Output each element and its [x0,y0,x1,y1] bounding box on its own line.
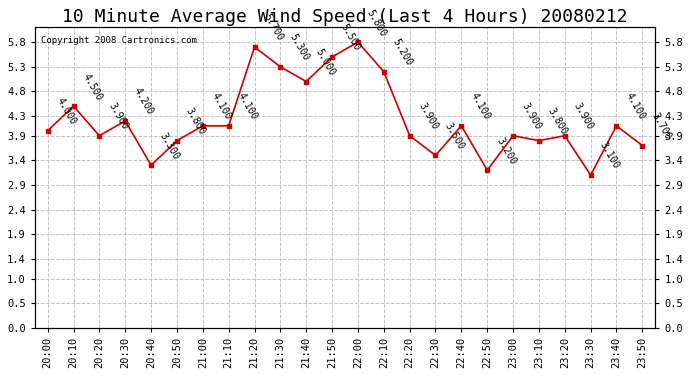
Text: 5.500: 5.500 [339,22,362,53]
Text: Copyright 2008 Cartronics.com: Copyright 2008 Cartronics.com [41,36,197,45]
Text: 5.200: 5.200 [391,37,414,68]
Text: 3.700: 3.700 [649,111,673,141]
Text: 5.700: 5.700 [262,12,285,43]
Text: 4.200: 4.200 [132,86,155,117]
Text: 3.900: 3.900 [520,101,543,132]
Text: 3.300: 3.300 [158,130,181,161]
Text: 5.300: 5.300 [287,32,310,63]
Text: 3.900: 3.900 [572,101,595,132]
Title: 10 Minute Average Wind Speed (Last 4 Hours) 20080212: 10 Minute Average Wind Speed (Last 4 Hou… [62,8,628,26]
Text: 3.100: 3.100 [598,141,621,171]
Text: 3.900: 3.900 [106,101,130,132]
Text: 3.500: 3.500 [442,121,466,151]
Text: 3.200: 3.200 [494,136,518,166]
Text: 4.100: 4.100 [624,91,647,122]
Text: 4.100: 4.100 [210,91,233,122]
Text: 5.000: 5.000 [313,47,337,77]
Text: 5.800: 5.800 [365,8,388,38]
Text: 3.800: 3.800 [184,106,207,136]
Text: 3.800: 3.800 [546,106,569,136]
Text: 3.900: 3.900 [417,101,440,132]
Text: 4.100: 4.100 [235,91,259,122]
Text: 4.500: 4.500 [81,72,104,102]
Text: 4.100: 4.100 [469,91,492,122]
Text: 4.000: 4.000 [55,96,78,127]
